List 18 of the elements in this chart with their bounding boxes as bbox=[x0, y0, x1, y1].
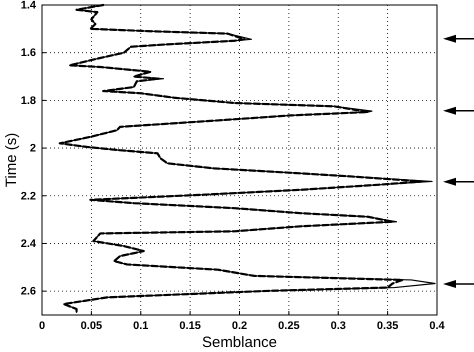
y-tick-label: 1.8 bbox=[20, 94, 36, 107]
y-axis-title: Time (s) bbox=[3, 132, 20, 188]
x-tick-label: 0.1 bbox=[133, 320, 148, 332]
y-tick-label: 2.6 bbox=[20, 286, 36, 298]
x-tick-label: 0 bbox=[38, 320, 46, 332]
x-tick-label: 0.05 bbox=[80, 320, 102, 332]
x-tick-label: 0.2 bbox=[232, 320, 248, 332]
y-tick-label: 2.2 bbox=[20, 190, 36, 202]
x-tick-label: 0.3 bbox=[330, 320, 346, 332]
x-tick-label: 0.15 bbox=[179, 320, 201, 332]
y-tick-label: 1.6 bbox=[20, 47, 36, 60]
y-tick-label: 1.4 bbox=[20, 0, 37, 12]
x-tick-label: 0.4 bbox=[429, 320, 446, 332]
x-tick-label: 0.35 bbox=[376, 320, 398, 332]
x-tick-label: 0.25 bbox=[278, 320, 300, 332]
x-axis-title: Semblance bbox=[202, 334, 278, 351]
y-tick-label: 2.4 bbox=[20, 238, 37, 250]
y-tick-label: 2 bbox=[30, 142, 36, 155]
